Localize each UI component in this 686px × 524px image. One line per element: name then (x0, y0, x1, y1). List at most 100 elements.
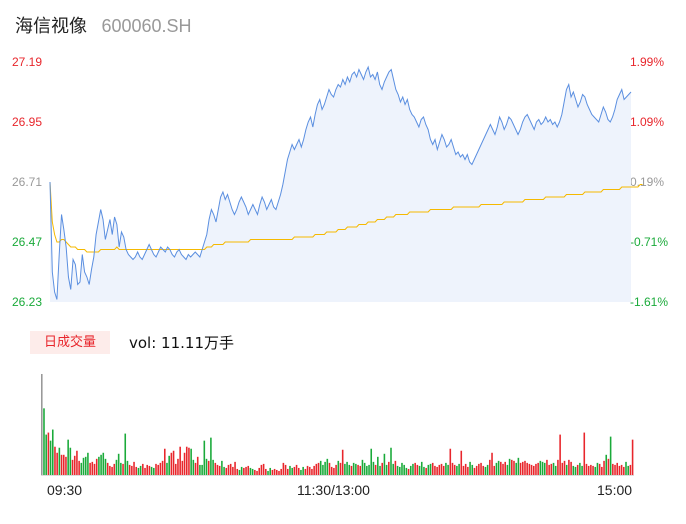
volume-bar (471, 464, 474, 475)
volume-bar (511, 459, 513, 475)
volume-bar (135, 466, 138, 475)
volume-bar (137, 467, 140, 475)
volume-bar (201, 464, 203, 475)
volume-bar (82, 457, 85, 475)
volume-bar (87, 452, 89, 475)
volume-bar (311, 468, 313, 475)
volume-bar (469, 461, 471, 475)
volume-bar (521, 461, 524, 475)
volume-bar (396, 465, 399, 475)
volume-bar (113, 463, 116, 475)
volume-bar (335, 464, 337, 475)
price-label-high: 26.95 (12, 115, 43, 129)
volume-bar (574, 466, 577, 475)
volume-bar (585, 463, 588, 475)
volume-bar (51, 429, 54, 475)
volume-bar (218, 465, 221, 475)
volume-bar (576, 464, 579, 475)
volume-bar (346, 461, 348, 475)
volume-bar (225, 467, 228, 475)
volume-bar (155, 463, 157, 475)
volume-bar (631, 439, 634, 475)
volume-bar (161, 460, 164, 475)
volume-bar (462, 465, 465, 475)
volume-bar (541, 461, 544, 475)
volume-bar (460, 450, 463, 475)
volume-bar (168, 455, 170, 475)
volume-bar (565, 464, 568, 475)
volume-bar (579, 462, 581, 475)
volume-bar (546, 459, 548, 475)
time-label-mid: 11:30/13:00 (297, 482, 370, 498)
volume-bar (49, 440, 52, 475)
volume-bar (273, 468, 276, 475)
volume-bar (131, 465, 133, 475)
volume-bar (528, 463, 531, 475)
volume-bar (146, 464, 148, 475)
volume-bar (568, 459, 570, 475)
volume-total: vol: 11.11万手 (129, 334, 234, 352)
volume-bar (412, 463, 414, 475)
volume-bar (319, 460, 322, 475)
volume-bar (104, 458, 107, 475)
volume-bar (56, 452, 58, 475)
volume-bar (434, 465, 436, 475)
volume-bar (247, 465, 250, 475)
volume-bar (333, 467, 335, 475)
volume-bar (157, 464, 159, 475)
volume-bar (388, 461, 390, 475)
volume-bar (561, 462, 564, 475)
percent-label-low: -0.71% (630, 235, 669, 249)
volume-bar (543, 462, 546, 475)
volume-bar (238, 469, 241, 475)
volume-bar (139, 465, 142, 475)
volume-bar (447, 464, 449, 475)
volume-bar (115, 459, 118, 475)
volume-bar (111, 466, 113, 475)
volume-bar (425, 467, 427, 475)
volume-bar (366, 465, 368, 475)
volume-bar (144, 467, 146, 475)
volume-bar (552, 462, 555, 475)
volume-bar (620, 464, 623, 475)
volume-bar (95, 458, 98, 475)
volume-bar (453, 464, 456, 475)
volume-bar (84, 456, 87, 475)
volume-bar (227, 464, 230, 475)
volume-bar (192, 459, 195, 475)
volume-bar (583, 432, 586, 475)
volume-bar (124, 433, 127, 475)
volume-bar (122, 463, 124, 475)
volume-bar (449, 448, 452, 475)
volume-bar (330, 466, 333, 475)
volume-bar (478, 463, 480, 475)
volume-bar (344, 463, 346, 475)
volume-bar (54, 446, 56, 475)
volume-bar (429, 463, 432, 475)
volume-bar (623, 466, 625, 475)
volume-bar (302, 466, 304, 475)
volume-bar (102, 452, 105, 475)
volume-bar (282, 462, 285, 475)
volume-bar (427, 464, 430, 475)
volume-bar (163, 448, 166, 475)
volume-bar (605, 454, 608, 475)
volume-bar (515, 462, 517, 475)
volume-bar (594, 466, 597, 475)
volume-bar (181, 460, 184, 475)
volume-bar (502, 463, 504, 475)
volume-bar (120, 462, 122, 475)
time-label-close: 15:00 (597, 482, 633, 498)
volume-bar (67, 439, 69, 475)
price-label-low: 26.47 (12, 235, 43, 249)
volume-bar (379, 465, 381, 475)
volume-bar (392, 463, 394, 475)
volume-bar (414, 462, 416, 475)
volume-bar (418, 465, 421, 475)
volume-bar (618, 465, 621, 475)
volume-bar (245, 466, 247, 475)
volume-bar (625, 461, 627, 475)
volume-bar (390, 447, 392, 475)
volume-bar (436, 466, 438, 475)
